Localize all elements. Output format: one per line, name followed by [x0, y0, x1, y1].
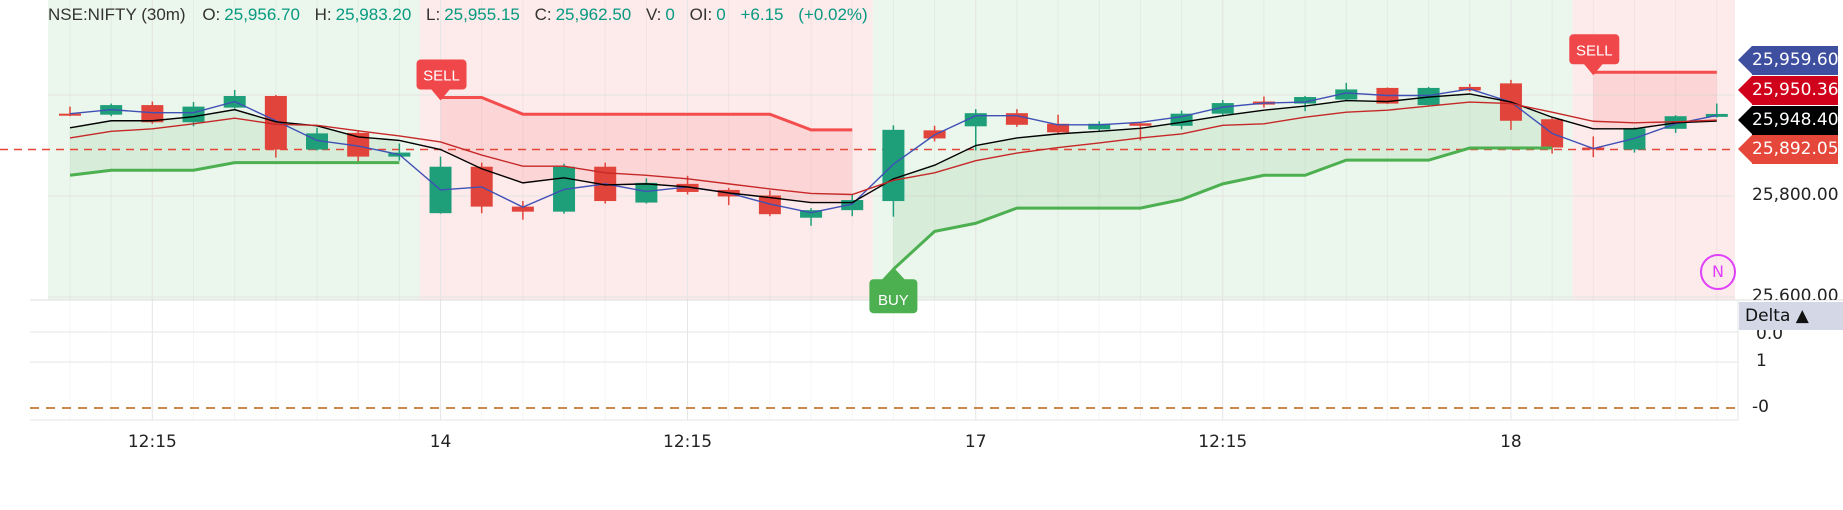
candle-body	[800, 210, 823, 218]
signal-label: SELL	[1576, 42, 1613, 59]
candle	[1005, 109, 1028, 127]
volume-label: V:	[645, 5, 662, 24]
candle-body	[1335, 89, 1358, 100]
supertrend-down-line	[440, 96, 853, 132]
delta-tick-0: 0.0	[1756, 330, 1784, 344]
oi-value: 0	[716, 5, 726, 24]
signal-buy: BUY	[869, 267, 918, 314]
delta-pane-title[interactable]: Delta ▲	[1739, 302, 1843, 330]
candle-body	[964, 113, 987, 127]
signal-sell: SELL	[1569, 34, 1620, 76]
change-value: +6.15	[740, 5, 784, 24]
signal-box	[869, 279, 918, 314]
candle-body	[1211, 103, 1234, 114]
candle	[758, 190, 781, 217]
time-tick-label: 12:15	[1198, 432, 1248, 452]
indicator-badge[interactable]: N	[1700, 254, 1736, 290]
candle-body	[758, 195, 781, 215]
candle-body	[635, 182, 658, 203]
low-label: L:	[426, 5, 441, 24]
candle-body	[1088, 123, 1111, 130]
signal-box	[1569, 34, 1620, 65]
candle-body	[59, 113, 81, 116]
close-label: C:	[534, 5, 552, 24]
volume-value: 0	[665, 5, 675, 24]
candle-body	[264, 96, 287, 150]
supertrend-up-line	[892, 146, 1553, 271]
candle-body	[182, 106, 205, 123]
high-label: H:	[314, 5, 332, 24]
candle	[1335, 82, 1358, 101]
supertrend-up-line	[69, 161, 400, 177]
candle-body	[141, 105, 164, 123]
time-tick-label: 14	[429, 432, 452, 452]
signal-label: SELL	[423, 68, 460, 85]
candle-body	[841, 200, 864, 211]
candle-body	[1047, 123, 1070, 133]
candle	[1088, 121, 1111, 132]
oi-label: OI:	[689, 5, 713, 24]
time-tick-label: 17	[964, 432, 987, 452]
signal-sell: SELL	[416, 59, 467, 101]
signal-label: BUY	[878, 292, 909, 309]
candle-body	[676, 183, 699, 192]
price-label: 25,892.05	[1738, 135, 1839, 164]
open-label: O:	[202, 5, 221, 24]
candle	[800, 208, 823, 226]
candle	[264, 95, 287, 158]
signal-arrow	[430, 88, 451, 101]
price-tick-25800: 25,800.00	[1752, 185, 1839, 205]
signal-box	[416, 59, 467, 90]
candle-body	[347, 132, 370, 157]
price-label: 25,959.60	[1738, 46, 1839, 75]
ma-line-1	[69, 93, 1717, 204]
candle	[59, 106, 81, 117]
candle	[882, 125, 905, 217]
candle	[511, 201, 534, 220]
uptrend-fill	[893, 93, 1553, 270]
ma-line-0	[69, 88, 1717, 214]
candle-body	[1294, 97, 1317, 104]
ma-line-2	[69, 101, 1717, 196]
candle-body	[511, 206, 534, 212]
signal-arrow	[1583, 63, 1604, 76]
time-tick-label: 18	[1500, 432, 1522, 452]
ohlc-legend: NSE:NIFTY (30m) O: 25,956.70 H: 25,983.20 …	[48, 5, 878, 25]
candle	[841, 194, 864, 217]
change-percent: (+0.02%)	[798, 5, 868, 24]
price-label: 25,950.36	[1738, 76, 1839, 105]
signal-arrow	[881, 267, 906, 281]
symbol-label[interactable]: NSE:NIFTY (30m)	[48, 5, 186, 24]
time-tick-label: 12:15	[127, 432, 177, 452]
candle	[1294, 96, 1317, 112]
candle-body	[1129, 123, 1152, 126]
price-label: 25,948.40	[1738, 106, 1839, 135]
open-value: 25,956.70	[224, 5, 300, 24]
candle-body	[1005, 113, 1028, 125]
delta-tick-1: 1	[1756, 351, 1767, 371]
candle	[1211, 100, 1234, 117]
candle-body	[882, 129, 905, 202]
time-tick-label: 12:15	[663, 432, 713, 452]
price-tick-25600: 25,600.00	[1752, 286, 1839, 300]
delta-tick-neg0: -0	[1752, 397, 1769, 417]
low-value: 25,955.15	[444, 5, 520, 24]
close-value: 25,962.50	[555, 5, 632, 24]
high-value: 25,983.20	[335, 5, 412, 24]
downtrend-fill	[1593, 72, 1717, 129]
